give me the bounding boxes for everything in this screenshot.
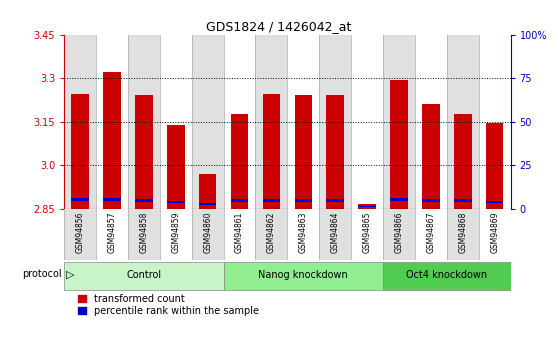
- Bar: [415, 34, 447, 209]
- Text: GSM94858: GSM94858: [140, 211, 148, 253]
- Bar: [128, 209, 160, 260]
- Bar: [486, 123, 503, 209]
- Bar: [295, 199, 312, 202]
- Bar: [224, 262, 383, 290]
- Bar: [383, 34, 415, 209]
- Bar: [454, 199, 472, 202]
- Text: GSM94860: GSM94860: [203, 211, 212, 253]
- Text: GSM94861: GSM94861: [235, 211, 244, 253]
- Bar: [192, 34, 224, 209]
- Text: GSM94866: GSM94866: [395, 211, 403, 253]
- Bar: [192, 209, 224, 260]
- Bar: [351, 209, 383, 260]
- Text: ▷: ▷: [66, 269, 74, 279]
- Bar: [287, 209, 319, 260]
- Bar: [224, 209, 256, 260]
- Text: GSM94865: GSM94865: [363, 211, 372, 253]
- Text: GSM94869: GSM94869: [490, 211, 499, 253]
- Bar: [390, 198, 408, 201]
- Bar: [71, 198, 89, 201]
- Bar: [71, 94, 89, 209]
- Text: GSM94867: GSM94867: [426, 211, 435, 253]
- Text: GSM94857: GSM94857: [108, 211, 117, 253]
- Bar: [231, 114, 248, 209]
- Bar: [447, 34, 479, 209]
- Bar: [383, 262, 511, 290]
- Bar: [103, 198, 121, 201]
- Bar: [263, 94, 280, 209]
- Bar: [160, 209, 192, 260]
- Bar: [128, 34, 160, 209]
- Bar: [199, 174, 217, 209]
- Bar: [358, 204, 376, 209]
- Text: Nanog knockdown: Nanog knockdown: [258, 270, 348, 280]
- Bar: [224, 34, 256, 209]
- Text: Oct4 knockdown: Oct4 knockdown: [406, 270, 487, 280]
- Bar: [390, 79, 408, 209]
- Bar: [454, 114, 472, 209]
- Legend: transformed count, percentile rank within the sample: transformed count, percentile rank withi…: [78, 294, 258, 316]
- Text: protocol: protocol: [22, 269, 61, 279]
- Bar: [319, 209, 351, 260]
- Text: Control: Control: [126, 270, 161, 280]
- Text: GSM94864: GSM94864: [331, 211, 340, 253]
- Bar: [326, 96, 344, 209]
- Text: GSM94868: GSM94868: [458, 211, 467, 253]
- Bar: [351, 34, 383, 209]
- Bar: [64, 262, 224, 290]
- Bar: [231, 199, 248, 202]
- Text: GSM94862: GSM94862: [267, 211, 276, 253]
- Bar: [64, 209, 96, 260]
- Bar: [256, 34, 287, 209]
- Bar: [479, 34, 511, 209]
- Bar: [167, 201, 185, 204]
- Bar: [160, 34, 192, 209]
- Bar: [358, 206, 376, 207]
- Bar: [422, 104, 440, 209]
- Bar: [383, 209, 415, 260]
- Bar: [295, 96, 312, 209]
- Bar: [96, 209, 128, 260]
- Bar: [479, 209, 511, 260]
- Bar: [287, 34, 319, 209]
- Bar: [326, 199, 344, 202]
- Bar: [199, 203, 217, 205]
- Bar: [256, 209, 287, 260]
- Bar: [135, 96, 153, 209]
- Bar: [263, 199, 280, 202]
- Bar: [415, 209, 447, 260]
- Bar: [103, 72, 121, 209]
- Text: GSM94859: GSM94859: [171, 211, 180, 253]
- Text: GSM94863: GSM94863: [299, 211, 308, 253]
- Bar: [135, 199, 153, 202]
- Text: GSM94856: GSM94856: [76, 211, 85, 253]
- Bar: [96, 34, 128, 209]
- Bar: [64, 34, 96, 209]
- Text: GDS1824 / 1426042_at: GDS1824 / 1426042_at: [206, 20, 352, 33]
- Bar: [486, 201, 503, 204]
- Bar: [319, 34, 351, 209]
- Bar: [167, 125, 185, 209]
- Bar: [422, 199, 440, 202]
- Bar: [447, 209, 479, 260]
